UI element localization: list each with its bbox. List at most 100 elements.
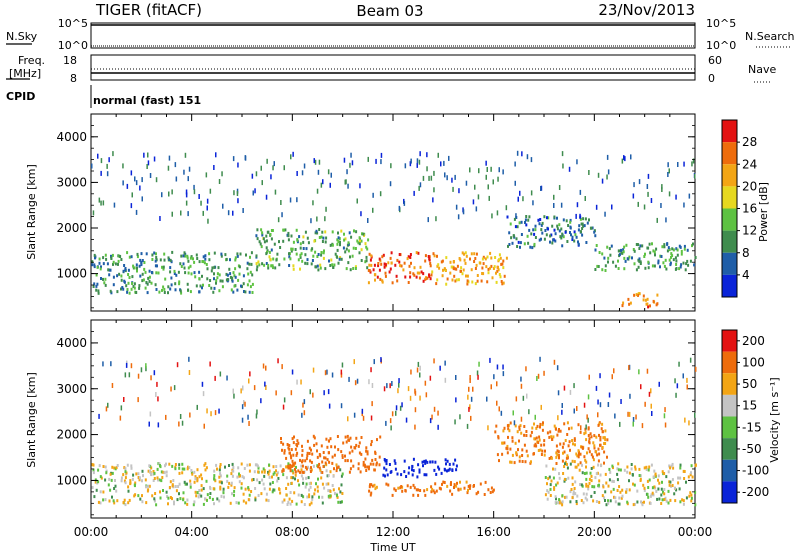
power-scatter (475, 206, 478, 212)
velocity-scatter (265, 385, 267, 390)
power-cell (174, 282, 177, 286)
velocity-cell (552, 435, 555, 439)
velocity-cell (572, 442, 574, 446)
power-cell (178, 280, 181, 284)
velocity-cell (669, 480, 672, 484)
velocity-cell (153, 497, 156, 501)
power-cell (360, 259, 363, 262)
power-scatter (623, 155, 625, 161)
velocity-cell (645, 468, 648, 471)
velocity-cell (300, 493, 303, 497)
power-cell (164, 277, 167, 281)
power-cell (157, 271, 160, 275)
power-cell (429, 277, 432, 281)
power-cell (230, 288, 233, 292)
velocity-cell (205, 466, 208, 470)
velocity-cell (326, 445, 329, 449)
velocity-cell (370, 483, 373, 487)
velocity-cell (444, 458, 447, 462)
power-cell (603, 256, 606, 260)
velocity-cell (647, 486, 650, 489)
velocity-cell (592, 458, 595, 462)
power-scatter (91, 163, 93, 169)
power-cell (324, 230, 327, 234)
power-scatter (403, 200, 406, 206)
velocity-cell (305, 482, 308, 486)
power-scatter (289, 197, 292, 203)
velocity-cell (563, 450, 566, 454)
velocity-cell (159, 464, 161, 467)
power-cell (413, 266, 416, 270)
velocity-cell (268, 487, 271, 491)
velocity-scatter (674, 378, 676, 384)
velocity-cell (299, 470, 301, 474)
velocity-scatter (469, 378, 471, 383)
power-cell (99, 267, 102, 271)
velocity-cell (537, 441, 540, 444)
power-cell (589, 226, 592, 230)
velocity-cell (282, 442, 285, 446)
velocity-cell (632, 503, 635, 507)
velocity-scatter (327, 389, 330, 395)
velocity-cell (341, 472, 344, 476)
power-scatter (656, 217, 658, 223)
power-cell (208, 258, 211, 262)
velocity-cell (506, 447, 509, 451)
velocity-scatter (419, 372, 421, 378)
power-cell (325, 236, 328, 240)
velocity-cell (127, 489, 130, 493)
velocity-scatter (157, 396, 159, 402)
power-scatter (389, 181, 392, 187)
velocity-scatter (651, 411, 653, 416)
power-cell (679, 265, 682, 269)
velocity-cell (657, 474, 660, 478)
velocity-scatter (170, 386, 172, 392)
power-cell (98, 261, 101, 265)
velocity-scatter (478, 361, 480, 367)
power-cell (229, 258, 231, 262)
velocity-cell (242, 492, 245, 496)
velocity-cell (498, 459, 500, 463)
power-cell (655, 247, 658, 251)
power-cell (205, 263, 208, 266)
power-cell (437, 263, 440, 267)
velocity-cell (417, 488, 420, 492)
velocity-scatter (140, 367, 143, 373)
power-cell (366, 266, 369, 270)
velocity-cell (172, 479, 175, 482)
velocity-scatter (470, 415, 472, 421)
power-cell (621, 251, 624, 255)
power-cell (637, 243, 640, 247)
velocity-cell (577, 423, 580, 427)
power-y-tick-label: 3000 (56, 175, 87, 189)
velocity-scatter (583, 402, 586, 408)
velocity-frame (90, 319, 696, 519)
power-cell (370, 263, 373, 267)
velocity-cell (337, 465, 340, 469)
power-cell (95, 284, 98, 288)
velocity-cell (571, 476, 574, 480)
velocity-cell (406, 484, 409, 488)
velocity-cell (506, 451, 509, 455)
velocity-cell (171, 483, 174, 487)
power-cell (601, 252, 604, 256)
velocity-cell (417, 493, 420, 497)
velocity-cell (588, 441, 591, 445)
velocity-y-tick-label: 4000 (56, 336, 87, 350)
velocity-cell (195, 494, 198, 498)
velocity-cell (694, 463, 697, 467)
power-cell (381, 280, 384, 284)
velocity-cell (433, 491, 436, 495)
power-cell (162, 285, 165, 289)
velocity-cell (591, 485, 594, 489)
power-cell (668, 258, 671, 262)
velocity-cell (200, 473, 203, 477)
velocity-scatter (241, 417, 244, 423)
power-cell (525, 215, 528, 218)
velocity-cell (531, 426, 534, 430)
velocity-cell (634, 465, 637, 469)
velocity-cell (618, 485, 621, 489)
power-cell (379, 259, 382, 263)
power-cell (190, 272, 193, 276)
power-cell (148, 275, 151, 279)
